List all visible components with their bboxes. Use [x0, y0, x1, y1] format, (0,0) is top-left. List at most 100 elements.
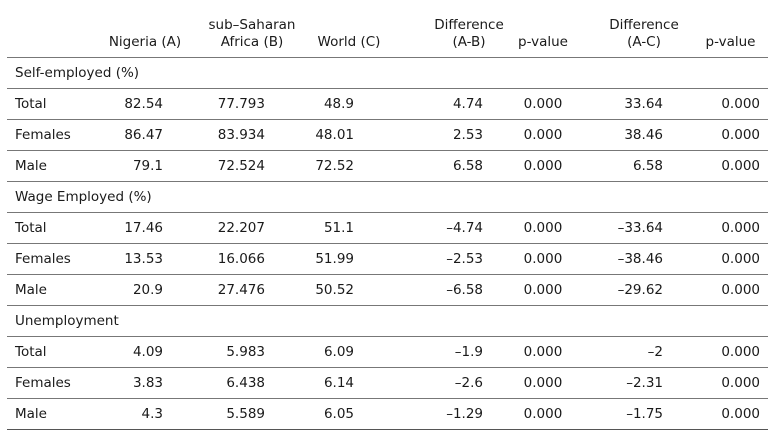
- cell-nigeria: 4.3: [87, 397, 197, 430]
- header-ssa-line1: sub–Saharan: [208, 16, 296, 33]
- cell-pvalue-2: 0.000: [693, 118, 768, 150]
- cell-world: 72.52: [307, 149, 405, 181]
- table-row: Females 86.47 83.934 48.01 2.53 0.000 38.46 0.0…: [7, 118, 768, 150]
- cell-pvalue-2: 0.000: [693, 211, 768, 243]
- header-row: Nigeria (A) sub–Saharan Africa (B) World…: [7, 1, 768, 57]
- header-ssa: sub–Saharan Africa (B): [197, 1, 307, 57]
- header-ssa-line2: Africa (B): [220, 33, 284, 50]
- table-row: Male 20.9 27.476 50.52 –6.58 0.000 –29.62 0.000: [7, 273, 768, 305]
- section-header-row: Unemployment: [7, 304, 768, 336]
- cell-ssa: 27.476: [197, 273, 307, 305]
- row-label: Females: [7, 118, 87, 150]
- row-label: Male: [7, 273, 87, 305]
- section-title: Self-employed (%): [7, 56, 768, 88]
- cell-nigeria: 17.46: [87, 211, 197, 243]
- section-header-row: Wage Employed (%): [7, 180, 768, 212]
- cell-diff-ac: –29.62: [581, 273, 693, 305]
- table-row: Total 82.54 77.793 48.9 4.74 0.000 33.64 0.000: [7, 87, 768, 119]
- cell-diff-ac: –2.31: [581, 366, 693, 398]
- cell-nigeria: 79.1: [87, 149, 197, 181]
- cell-nigeria: 20.9: [87, 273, 197, 305]
- cell-diff-ab: 4.74: [405, 87, 505, 119]
- cell-world: 6.09: [307, 335, 405, 367]
- cell-pvalue-1: 0.000: [505, 273, 581, 305]
- cell-pvalue-2: 0.000: [693, 366, 768, 398]
- section-header-row: Self-employed (%): [7, 56, 768, 88]
- cell-nigeria: 3.83: [87, 366, 197, 398]
- row-label: Total: [7, 87, 87, 119]
- cell-world: 48.9: [307, 87, 405, 119]
- table-row: Females 3.83 6.438 6.14 –2.6 0.000 –2.31 0.000: [7, 366, 768, 398]
- cell-pvalue-2: 0.000: [693, 149, 768, 181]
- cell-diff-ac: 6.58: [581, 149, 693, 181]
- cell-pvalue-1: 0.000: [505, 242, 581, 274]
- table-body: Self-employed (%) Total 82.54 77.793 48.9 4.7…: [7, 56, 768, 430]
- cell-ssa: 5.589: [197, 397, 307, 430]
- header-diff-ab-line2: (A-B): [452, 33, 486, 50]
- table-row: Male 79.1 72.524 72.52 6.58 0.000 6.58 0.000: [7, 149, 768, 181]
- cell-ssa: 22.207: [197, 211, 307, 243]
- header-nigeria-line1: Nigeria (A): [108, 33, 182, 50]
- row-label: Total: [7, 211, 87, 243]
- cell-nigeria: 86.47: [87, 118, 197, 150]
- cell-ssa: 6.438: [197, 366, 307, 398]
- header-pvalue-1: p-value: [505, 1, 581, 57]
- header-diff-ab: Difference (A-B): [405, 1, 505, 57]
- header-pvalue-2-line1: p-value: [705, 33, 756, 50]
- header-diff-ac-line1: Difference: [609, 16, 679, 33]
- header-world: World (C): [307, 1, 405, 57]
- header-diff-ac-line2: (A-C): [627, 33, 661, 50]
- cell-pvalue-2: 0.000: [693, 335, 768, 367]
- cell-diff-ab: –2.6: [405, 366, 505, 398]
- row-label: Total: [7, 335, 87, 367]
- section-title: Wage Employed (%): [7, 180, 768, 212]
- cell-pvalue-2: 0.000: [693, 273, 768, 305]
- cell-world: 51.99: [307, 242, 405, 274]
- row-label: Male: [7, 149, 87, 181]
- header-world-line1: World (C): [317, 33, 381, 50]
- employment-comparison-table: Nigeria (A) sub–Saharan Africa (B) World…: [7, 1, 768, 430]
- cell-ssa: 72.524: [197, 149, 307, 181]
- cell-pvalue-1: 0.000: [505, 366, 581, 398]
- cell-diff-ac: –33.64: [581, 211, 693, 243]
- cell-diff-ac: 33.64: [581, 87, 693, 119]
- cell-world: 51.1: [307, 211, 405, 243]
- cell-diff-ab: –1.9: [405, 335, 505, 367]
- header-pvalue-1-line1: p-value: [518, 33, 568, 50]
- cell-pvalue-2: 0.000: [693, 87, 768, 119]
- cell-ssa: 5.983: [197, 335, 307, 367]
- cell-diff-ac: –1.75: [581, 397, 693, 430]
- cell-diff-ab: –2.53: [405, 242, 505, 274]
- cell-diff-ab: –1.29: [405, 397, 505, 430]
- cell-pvalue-1: 0.000: [505, 149, 581, 181]
- header-diff-ab-line1: Difference: [434, 16, 504, 33]
- row-label: Females: [7, 242, 87, 274]
- table-row: Total 17.46 22.207 51.1 –4.74 0.000 –33.64 0.00…: [7, 211, 768, 243]
- cell-diff-ac: 38.46: [581, 118, 693, 150]
- cell-pvalue-1: 0.000: [505, 211, 581, 243]
- cell-world: 6.05: [307, 397, 405, 430]
- cell-diff-ab: 2.53: [405, 118, 505, 150]
- cell-diff-ab: –6.58: [405, 273, 505, 305]
- cell-nigeria: 82.54: [87, 87, 197, 119]
- header-nigeria: Nigeria (A): [87, 1, 197, 57]
- section-title: Unemployment: [7, 304, 768, 336]
- cell-world: 50.52: [307, 273, 405, 305]
- cell-ssa: 83.934: [197, 118, 307, 150]
- cell-diff-ab: 6.58: [405, 149, 505, 181]
- header-empty: [7, 1, 87, 57]
- header-diff-ac: Difference (A-C): [581, 1, 693, 57]
- cell-diff-ab: –4.74: [405, 211, 505, 243]
- cell-nigeria: 13.53: [87, 242, 197, 274]
- cell-pvalue-1: 0.000: [505, 335, 581, 367]
- table-row: Male 4.3 5.589 6.05 –1.29 0.000 –1.75 0.000: [7, 397, 768, 430]
- cell-world: 48.01: [307, 118, 405, 150]
- header-pvalue-2: p-value: [693, 1, 768, 57]
- cell-pvalue-1: 0.000: [505, 87, 581, 119]
- table-row: Total 4.09 5.983 6.09 –1.9 0.000 –2 0.000: [7, 335, 768, 367]
- cell-pvalue-1: 0.000: [505, 397, 581, 430]
- cell-nigeria: 4.09: [87, 335, 197, 367]
- cell-pvalue-2: 0.000: [693, 242, 768, 274]
- row-label: Females: [7, 366, 87, 398]
